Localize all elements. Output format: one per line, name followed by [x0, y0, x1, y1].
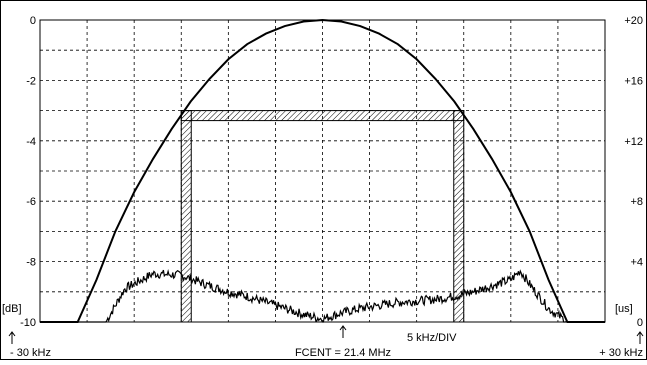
y-right-tick-label: +8 [630, 196, 643, 208]
y-right-tick-label: +16 [624, 75, 643, 87]
x-right-label: + 30 kHz [599, 347, 643, 359]
x-left-label: - 30 kHz [10, 347, 51, 359]
x-center-label: FCENT = 21.4 MHz [295, 347, 391, 359]
y-left-tick-label: -4 [26, 136, 36, 148]
y-left-tick-label: 0 [30, 15, 36, 27]
group-delay-line [40, 269, 605, 323]
y-left-tick-label: -10 [20, 317, 36, 329]
window-right-wall [453, 110, 465, 323]
magnitude-response-line [40, 18, 605, 323]
tick-labels: 0 -2 -4 -6 -8 -10 +20 +16 +12 +8 +4 0 [20, 15, 643, 329]
left-edge-arrow [8, 331, 16, 344]
window-left-wall [180, 110, 192, 323]
y-right-tick-label: 0 [637, 317, 643, 329]
right-unit-label: [us] [615, 303, 633, 315]
y-right-tick-label: +12 [624, 136, 643, 148]
y-right-tick-label: +20 [624, 15, 643, 27]
y-left-tick-label: -2 [26, 75, 36, 87]
y-right-tick-label: +4 [630, 257, 643, 269]
x-unit-label: 5 kHz/DIV [407, 332, 457, 344]
left-unit-label: [dB] [2, 303, 22, 315]
series-layer [40, 18, 605, 323]
center-arrow [339, 325, 347, 338]
y-left-tick-label: -6 [26, 196, 36, 208]
right-edge-arrow [636, 331, 644, 344]
y-left-tick-label: -8 [26, 257, 36, 269]
window-top-bar [180, 110, 465, 122]
